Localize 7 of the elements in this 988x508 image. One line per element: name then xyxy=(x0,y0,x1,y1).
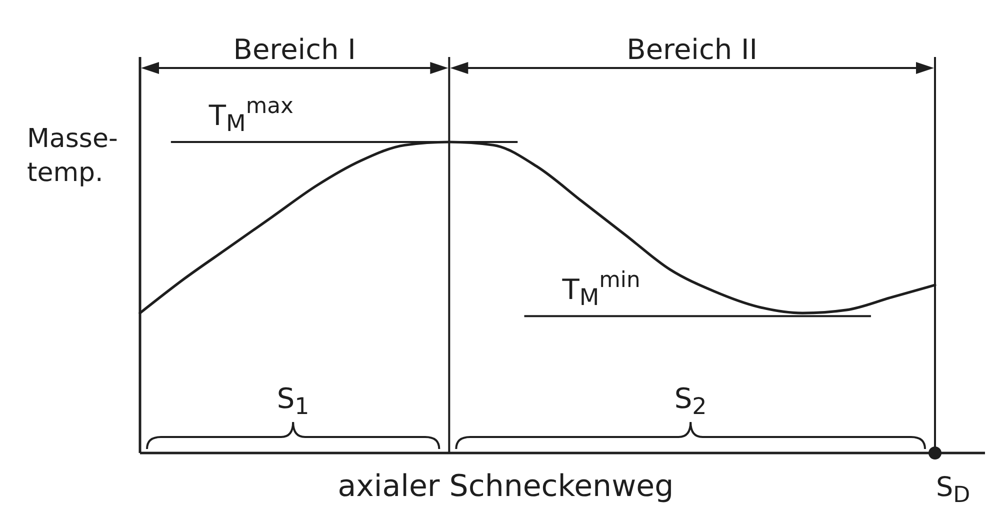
text: Bereich II xyxy=(626,33,758,66)
y-axis-title: Masse- temp. xyxy=(27,124,118,188)
annotation: S$_{2}$ xyxy=(674,382,707,420)
text: Bereich I xyxy=(233,33,356,66)
text: S$_{D}$ xyxy=(936,472,970,508)
x-axis-title: axialer Schneckenweg xyxy=(338,469,674,504)
annotation: S$_{1}$ xyxy=(276,382,310,420)
